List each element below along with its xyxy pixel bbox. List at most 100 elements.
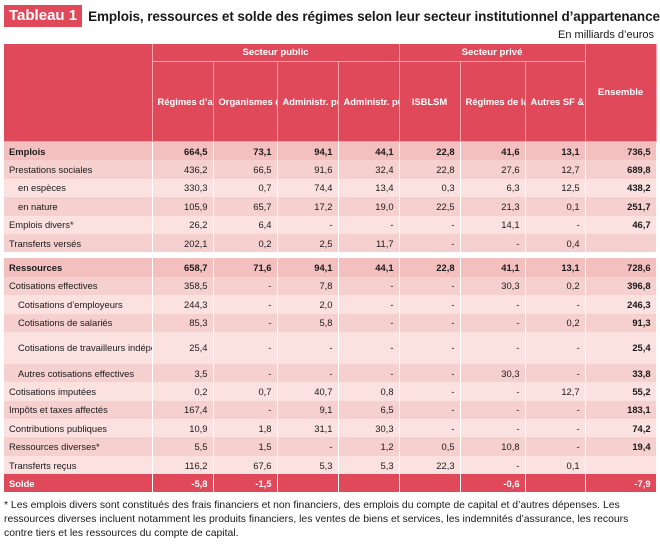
row-label: Transferts versés (4, 233, 153, 256)
table-title: Emplois, ressources et solde des régimes… (88, 8, 660, 24)
table-cell: 30,3 (460, 276, 526, 296)
table-cell: - (213, 331, 278, 364)
col-header: Administr. publique centrale (277, 61, 339, 142)
table-cell: - (399, 331, 461, 364)
table-cell: 0,4 (525, 233, 586, 256)
table-cell: 0,2 (525, 276, 586, 296)
table-cell: 19,4 (585, 437, 657, 456)
corner-header (4, 44, 153, 142)
table-cell: 736,5 (585, 141, 657, 161)
table-row: Autres cotisations effectives 3,5- - - -30,3… (4, 363, 657, 383)
table-cell: - (213, 295, 278, 314)
row-label: Cotisations effectives (4, 276, 153, 296)
table-cell: - (338, 363, 400, 383)
table-cell: 10,9 (152, 419, 214, 438)
table-tag: Tableau 1 (4, 5, 83, 27)
table-cell: 14,1 (460, 215, 526, 234)
table-cell: 0,3 (399, 178, 461, 198)
table-cell: 66,5 (213, 160, 278, 179)
table-cell: -0,6 (460, 474, 526, 493)
row-label: Impôts et taxes affectés (4, 400, 153, 420)
table-cell: - (213, 313, 278, 332)
table-cell: - (460, 295, 526, 314)
row-label: en nature (4, 197, 153, 216)
table-cell: 251,7 (585, 197, 657, 216)
table-cell: - (399, 419, 461, 438)
table-cell: 22,8 (399, 160, 461, 179)
table-cell: 26,2 (152, 215, 214, 234)
table-cell: 22,8 (399, 252, 461, 277)
table-cell: 85,3 (152, 313, 214, 332)
table-cell: 13,1 (525, 141, 586, 161)
table-cell: 46,7 (585, 215, 657, 234)
table-cell: 94,1 (277, 141, 339, 161)
footnote: * Les emplois divers sont constitués des… (4, 500, 629, 539)
table-cell: 40,7 (277, 382, 339, 401)
table-row: Cotisations de travailleurs indépendants… (4, 331, 657, 364)
table-cell: 658,7 (152, 252, 214, 277)
table-cell: 1,8 (213, 419, 278, 438)
table-row: Ressources 658,7 71,6 94,1 44,1 22,8 41,1 13,1 7… (4, 252, 657, 277)
table-cell: - (525, 437, 586, 456)
table-cell: - (399, 400, 461, 420)
table-cell: 0,2 (152, 382, 214, 401)
row-label: Emplois (4, 141, 153, 161)
table-cell: - (277, 215, 339, 234)
row-label: Contributions publiques (4, 419, 153, 438)
table-row: Cotisations imputées 0,2 0,7 40,7 0,8- -12,7 5… (4, 382, 657, 401)
table-cell: 183,1 (585, 400, 657, 420)
table-row: Emplois divers* 26,2 6,4- - -14,1-46,7 (4, 215, 657, 234)
table-cell (585, 455, 657, 475)
table-cell: 12,7 (525, 382, 586, 401)
table-cell: -7,9 (585, 474, 657, 493)
table-row: Emplois 664,5 73,1 94,1 44,1 22,8 41,6 13,1 736,… (4, 141, 657, 161)
table-cell: 22,3 (399, 455, 461, 475)
table-cell: 0,1 (525, 455, 586, 475)
table-cell: 12,7 (525, 160, 586, 179)
row-label: Emplois divers* (4, 215, 153, 234)
table-cell: 71,6 (213, 252, 278, 277)
row-label: Cotisations de travailleurs indépendants (4, 331, 153, 364)
table-cell: 31,1 (277, 419, 339, 438)
table-cell: 728,6 (585, 252, 657, 277)
table-cell: -5,8 (152, 474, 214, 493)
row-label: Ressources diverses* (4, 437, 153, 456)
table-row: Transferts reçus 116,2 67,6 5,3 5,3 22,3-0,1 (4, 455, 657, 475)
col-header: Organismes dépendant des assurances soci… (213, 61, 278, 142)
table-cell: 0,2 (525, 313, 586, 332)
table-cell: - (338, 295, 400, 314)
table-cell: 7,8 (277, 276, 339, 296)
table-cell: - (277, 331, 339, 364)
table-cell: 10,8 (460, 437, 526, 456)
row-label: Solde (4, 474, 153, 493)
row-label: en espèces (4, 178, 153, 198)
table-cell: 105,9 (152, 197, 214, 216)
table-cell: 3,5 (152, 363, 214, 383)
table-cell: - (399, 233, 461, 256)
table-cell: 6,3 (460, 178, 526, 198)
table-cell: 0,5 (399, 437, 461, 456)
table-title-row: Tableau 1 Emplois, ressources et solde d… (4, 4, 660, 28)
table-cell: - (399, 382, 461, 401)
table-cell: - (213, 363, 278, 383)
table-cell: 22,5 (399, 197, 461, 216)
group-prive: Secteur privé (399, 44, 586, 62)
table-cell: 6,5 (338, 400, 400, 420)
table-cell: - (338, 331, 400, 364)
col-header: Régimes de la mutualité et de la prévoya… (460, 61, 526, 142)
table-cell: - (213, 400, 278, 420)
table-row: Ressources diverses* 5,5 1,5-1,2 0,5 10,8-19… (4, 437, 657, 456)
table-row: Cotisations de salariés 85,3-5,8- - -0,2 91,… (4, 313, 657, 332)
table-cell: - (460, 400, 526, 420)
table-cell: - (399, 363, 461, 383)
table-cell: 91,6 (277, 160, 339, 179)
table-cell: - (399, 276, 461, 296)
table-cell: - (460, 382, 526, 401)
table-cell: 27,6 (460, 160, 526, 179)
table-cell (525, 474, 586, 493)
table-cell: 44,1 (338, 141, 400, 161)
table-cell: 0,2 (213, 233, 278, 256)
table-cell (585, 233, 657, 256)
table-cell: 91,3 (585, 313, 657, 332)
